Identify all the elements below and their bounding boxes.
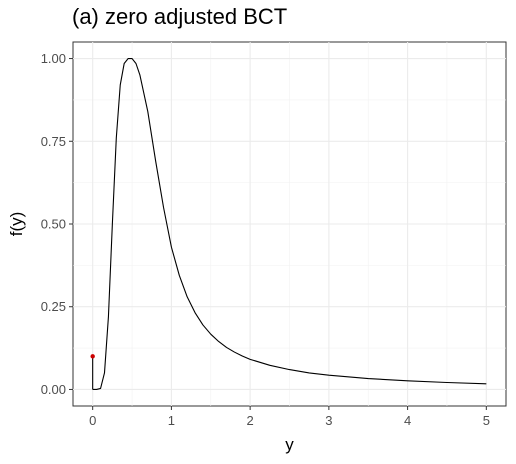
x-tick-label: 2 [247, 413, 254, 428]
x-tick-label: 0 [89, 413, 96, 428]
y-tick-label: 0.50 [41, 217, 66, 232]
y-tick-label: 0.25 [41, 299, 66, 314]
x-tick-label: 5 [483, 413, 490, 428]
density-curve [92, 58, 487, 390]
axis-ticks: 0 1 2 3 4 5 0.00 0.25 0.50 0.75 1.00 [41, 51, 490, 428]
point-mass-dot [90, 354, 95, 359]
y-tick-label: 0.00 [41, 382, 66, 397]
y-tick-label: 1.00 [41, 51, 66, 66]
y-tick-label: 0.75 [41, 134, 66, 149]
x-tick-label: 4 [404, 413, 411, 428]
chart-title: (a) zero adjusted BCT [72, 4, 288, 29]
series-layer [90, 58, 487, 390]
x-tick-label: 1 [168, 413, 175, 428]
y-axis-title: f(y) [7, 212, 26, 237]
grid-lines [73, 42, 506, 406]
x-tick-label: 3 [325, 413, 332, 428]
x-axis-title: y [285, 435, 294, 454]
